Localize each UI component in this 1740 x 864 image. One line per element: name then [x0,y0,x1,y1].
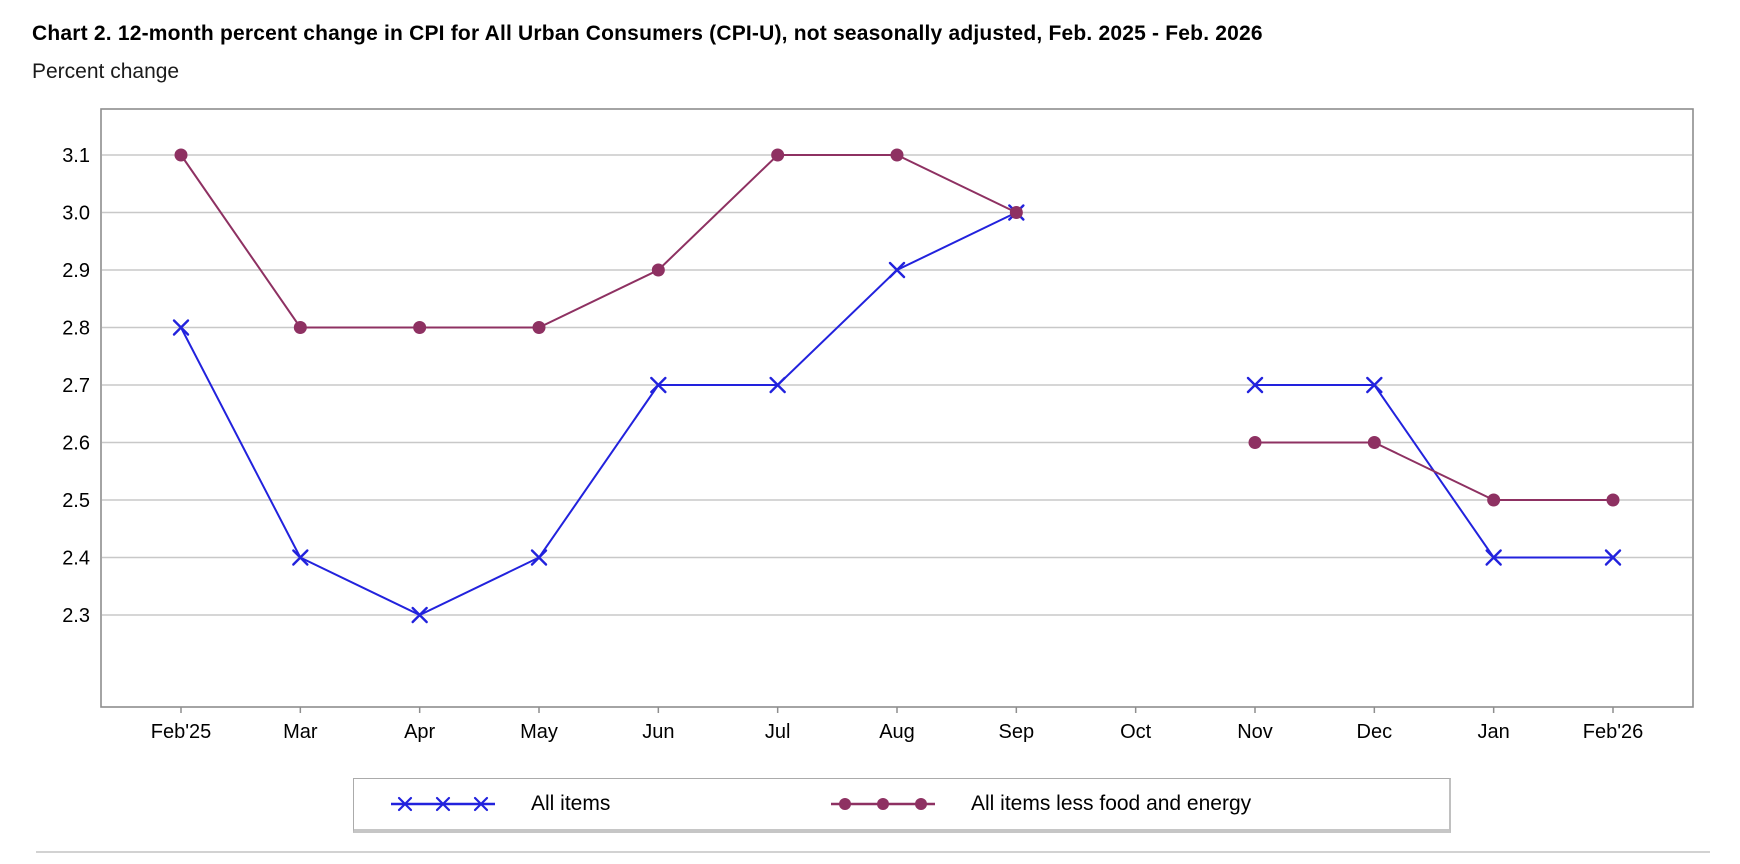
data-point-marker [888,261,906,279]
data-point-marker [293,321,307,334]
plot-border [100,108,1694,708]
chart-legend: All items All items less food and energy [353,778,1451,833]
legend-label: All items [531,792,611,815]
legend-marker [435,796,451,812]
data-point-marker [532,321,546,334]
data-point-marker [530,549,548,566]
cpi-line-chart: 3.1 3.0 2.9 2.8 2.7 2.6 2.5 2.4 2.3 Feb'25 Mar Apr M… [62,108,1694,743]
legend-marker [915,798,927,810]
x-tick-label: Sep [999,721,1035,743]
y-tick-label: 3.1 [62,145,90,167]
series-line [180,211,1613,617]
y-tick-label: 2.3 [62,605,90,627]
x-tick-label: Dec [1357,721,1393,743]
legend-sample-line [391,796,495,812]
y-tick-label: 2.8 [62,318,90,340]
data-point-marker [1606,493,1620,507]
data-point-marker [1487,493,1501,507]
y-tick-label: 2.5 [62,490,90,512]
x-tick-label: Aug [879,721,915,743]
y-axis-unit-label: Percent change [32,60,180,83]
legend-label: All items less food and energy [971,792,1252,815]
legend-item: All items less food and energy [831,779,1251,829]
data-point-marker [1604,549,1622,566]
x-tick-label: Jun [642,721,674,743]
y-tick-label: 2.9 [62,260,90,282]
x-tick-label: Feb'26 [1583,721,1644,743]
x-tick-label: Apr [404,721,435,743]
x-tick-label: Nov [1237,721,1273,743]
legend-item: All items [391,779,610,829]
y-tick-label: 2.7 [62,375,90,397]
legend-marker [877,798,889,810]
data-point-marker [172,319,190,336]
legend-marker [397,796,413,812]
data-point-marker [771,148,785,162]
legend-marker [473,796,489,812]
y-tick-label: 2.4 [62,548,90,570]
legend-marker [839,798,851,810]
data-point-marker [1485,549,1502,566]
x-tick-label: May [520,721,558,743]
y-tick-label: 2.6 [62,433,90,455]
data-point-marker [413,321,427,334]
data-point-marker [1366,376,1383,394]
data-point-marker [1367,436,1381,449]
data-point-marker [1009,206,1023,219]
chart-title: Chart 2. 12-month percent change in CPI … [32,22,1263,45]
legend-sample-line [831,798,935,810]
data-point-marker [411,606,428,624]
data-point-marker [1246,376,1264,394]
data-point-marker [174,148,188,162]
y-tick-label: 3.0 [62,203,90,225]
series-line [180,154,1613,501]
data-point-marker [650,376,667,394]
x-tick-label: Oct [1120,721,1152,743]
data-point-marker [1248,436,1262,449]
x-tick-label: Jan [1478,721,1510,743]
data-point-marker [651,263,665,277]
x-tick-label: Feb'25 [151,721,212,743]
x-tick-label: Mar [283,721,318,743]
bottom-divider [36,851,1710,853]
data-point-marker [292,549,309,566]
data-point-marker [890,148,904,162]
x-tick-label: Jul [765,721,791,743]
data-point-marker [769,376,786,394]
